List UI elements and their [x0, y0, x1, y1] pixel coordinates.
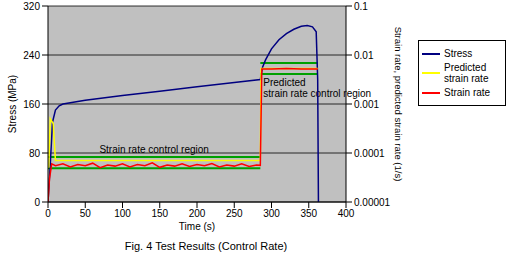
svg-text:100: 100: [114, 208, 131, 219]
svg-text:400: 400: [338, 208, 355, 219]
html-text:strain rate control region: strain rate control region: [263, 88, 372, 99]
svg-text:350: 350: [300, 208, 317, 219]
html-text:Fig. 4 Test Results (Control R: Fig. 4 Test Results (Control Rate): [124, 240, 288, 252]
svg-text:0: 0: [34, 197, 40, 208]
svg-text:240: 240: [23, 50, 40, 61]
svg-text:250: 250: [226, 208, 243, 219]
svg-text:150: 150: [151, 208, 168, 219]
svg-text:0: 0: [45, 208, 51, 219]
svg-text:Strain rate control region: Strain rate control region: [99, 144, 209, 155]
svg-text:300: 300: [263, 208, 280, 219]
svg-text:0.00001: 0.00001: [354, 197, 391, 208]
svg-text:Time (s): Time (s): [179, 221, 215, 232]
svg-text:200: 200: [189, 208, 206, 219]
html-text:Strain rate: Strain rate: [444, 87, 491, 98]
svg-text:0.0001: 0.0001: [354, 148, 385, 159]
html-text:Predicted strain rate: Predicted strain rate: [444, 62, 489, 84]
html-text:Predicted: Predicted: [263, 77, 306, 88]
svg-text:80: 80: [29, 148, 41, 159]
svg-text:0.001: 0.001: [354, 99, 379, 110]
svg-text:50: 50: [80, 208, 92, 219]
html-text:Stress: Stress: [444, 48, 473, 59]
svg-text:160: 160: [23, 99, 40, 110]
svg-text:320: 320: [23, 1, 40, 12]
svg-text:Strain rate, predicted strain: Strain rate, predicted strain rate (1/s): [393, 27, 404, 182]
svg-text:0.01: 0.01: [354, 50, 374, 61]
svg-text:Stress (MPa): Stress (MPa): [8, 75, 18, 133]
svg-text:0.1: 0.1: [354, 1, 368, 12]
